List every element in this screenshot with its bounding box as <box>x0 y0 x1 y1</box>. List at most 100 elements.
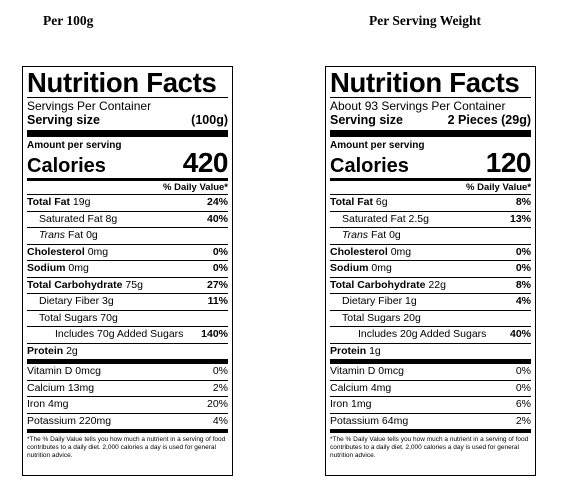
added-sugars-row: Includes 20g Added Sugars 40% <box>330 326 531 343</box>
calcium-row: Calcium 13mg 2% <box>27 379 228 397</box>
calcium-dv: 2% <box>212 381 228 394</box>
potassium-row: Potassium 64mg 2% <box>330 412 531 430</box>
dietary-fiber-label: Dietary Fiber 3g <box>39 295 114 307</box>
potassium-row: Potassium 220mg 4% <box>27 412 228 430</box>
sodium-dv: 0% <box>515 262 531 274</box>
dietary-fiber-row: Dietary Fiber 1g 4% <box>330 293 531 310</box>
daily-value-footnote: *The % Daily Value tells you how much a … <box>330 436 529 459</box>
calories-label: Calories <box>330 155 409 177</box>
vitamin-d-dv: 0% <box>515 365 531 377</box>
nutrition-label-left: Nutrition Facts Servings Per Container S… <box>22 66 233 476</box>
total-carbohydrate-row: Total Carbohydrate 75g 27% <box>27 276 228 294</box>
iron-dv: 6% <box>515 398 531 410</box>
cholesterol-row: Cholesterol 0mg 0% <box>27 243 228 261</box>
calcium-label: Calcium 4mg <box>330 381 392 394</box>
total-sugars-row: Total Sugars 20g <box>330 309 531 327</box>
total-carbohydrate-amount: 22g <box>428 278 446 291</box>
cholesterol-dv: 0% <box>515 245 531 258</box>
sodium-amount: 0mg <box>68 262 89 274</box>
sodium-label: Sodium <box>27 262 66 274</box>
calories-label: Calories <box>27 155 106 177</box>
serving-size-value: 2 Pieces (29g) <box>447 113 531 127</box>
iron-label: Iron 1mg <box>330 398 372 410</box>
servings-per-container: Servings Per Container <box>27 99 152 113</box>
saturated-fat-dv: 40% <box>206 212 228 225</box>
serving-size-value: (100g) <box>191 113 228 127</box>
cholesterol-amount: 0mg <box>87 245 109 258</box>
calories-row: Calories 120 <box>330 147 532 178</box>
total-fat-label: Total Fat <box>27 196 70 208</box>
per-100g-heading: Per 100g <box>43 13 94 28</box>
iron-label: Iron 4mg <box>27 398 69 410</box>
added-sugars-label: Includes 20g Added Sugars <box>358 328 487 340</box>
total-carbohydrate-label: Total Carbohydrate <box>330 278 426 291</box>
total-fat-amount: 6g <box>375 196 388 208</box>
total-carbohydrate-label: Total Carbohydrate <box>27 278 123 291</box>
dietary-fiber-row: Dietary Fiber 3g 11% <box>27 293 228 310</box>
nutrition-label-right: Nutrition Facts About 93 Servings Per Co… <box>325 66 536 476</box>
sodium-row: Sodium 0mg 0% <box>330 260 531 277</box>
iron-row: Iron 1mg 6% <box>330 396 531 413</box>
serving-size-row: Serving size 2 Pieces (29g) <box>330 113 531 128</box>
trans-fat-amount: Fat 0g <box>370 229 401 241</box>
serving-size-row: Serving size (100g) <box>27 113 228 128</box>
added-sugars-label: Includes 70g Added Sugars <box>55 328 184 340</box>
dietary-fiber-label: Dietary Fiber 1g <box>342 295 417 307</box>
calcium-label: Calcium 13mg <box>27 381 95 394</box>
iron-dv: 20% <box>206 398 228 410</box>
sodium-dv: 0% <box>212 262 228 274</box>
total-fat-label: Total Fat <box>330 196 373 208</box>
vitamin-d-label: Vitamin D 0mcg <box>330 365 404 377</box>
protein-amount: 1g <box>369 344 381 357</box>
cholesterol-label: Cholesterol <box>330 245 388 258</box>
dietary-fiber-dv: 11% <box>207 295 228 307</box>
total-carbohydrate-row: Total Carbohydrate 22g 8% <box>330 276 531 294</box>
label-title: Nutrition Facts <box>330 67 520 98</box>
total-sugars-label: Total Sugars 70g <box>39 311 118 324</box>
daily-value-header: % Daily Value* <box>330 178 531 194</box>
trans-fat-row: Trans Fat 0g <box>330 227 531 244</box>
amount-per-serving: Amount per serving <box>330 140 425 151</box>
total-fat-dv: 24% <box>206 196 228 208</box>
daily-value-header: % Daily Value* <box>27 178 228 194</box>
cholesterol-dv: 0% <box>212 245 228 258</box>
cholesterol-row: Cholesterol 0mg 0% <box>330 243 531 261</box>
potassium-dv: 4% <box>212 414 228 427</box>
cholesterol-label: Cholesterol <box>27 245 85 258</box>
calories-value: 120 <box>485 147 532 178</box>
protein-label: Protein <box>27 344 64 357</box>
dietary-fiber-dv: 4% <box>515 295 531 307</box>
serving-size-label: Serving size <box>27 113 100 127</box>
vitamin-d-row: Vitamin D 0mcg 0% <box>27 364 228 380</box>
protein-row: Protein 1g <box>330 342 531 364</box>
trans-fat-row: Trans Fat 0g <box>27 227 228 244</box>
serving-size-label: Serving size <box>330 113 403 127</box>
sodium-row: Sodium 0mg 0% <box>27 260 228 277</box>
calcium-dv: 0% <box>515 381 531 394</box>
trans-fat-amount: Fat 0g <box>67 229 98 241</box>
servings-per-container: About 93 Servings Per Container <box>330 99 506 113</box>
amount-per-serving: Amount per serving <box>27 140 122 151</box>
potassium-dv: 2% <box>515 414 531 427</box>
iron-row: Iron 4mg 20% <box>27 396 228 413</box>
total-fat-row: Total Fat 6g 8% <box>330 194 531 211</box>
calories-row: Calories 420 <box>27 147 229 178</box>
total-sugars-label: Total Sugars 20g <box>342 311 421 324</box>
saturated-fat-label: Saturated Fat 8g <box>39 212 118 225</box>
total-sugars-row: Total Sugars 70g <box>27 309 228 327</box>
label-title: Nutrition Facts <box>27 67 217 98</box>
added-sugars-dv: 40% <box>509 328 531 340</box>
potassium-label: Potassium 220mg <box>27 414 112 427</box>
protein-label: Protein <box>330 344 367 357</box>
total-carbohydrate-dv: 8% <box>515 278 531 291</box>
added-sugars-row: Includes 70g Added Sugars 140% <box>27 326 228 343</box>
saturated-fat-row: Saturated Fat 8g 40% <box>27 210 228 228</box>
sodium-label: Sodium <box>330 262 369 274</box>
total-fat-dv: 8% <box>515 196 531 208</box>
protein-row: Protein 2g <box>27 342 228 364</box>
vitamin-d-row: Vitamin D 0mcg 0% <box>330 364 531 380</box>
total-fat-row: Total Fat 19g 24% <box>27 194 228 211</box>
calories-value: 420 <box>182 147 229 178</box>
potassium-label: Potassium 64mg <box>330 414 409 427</box>
saturated-fat-label: Saturated Fat 2.5g <box>342 212 429 225</box>
